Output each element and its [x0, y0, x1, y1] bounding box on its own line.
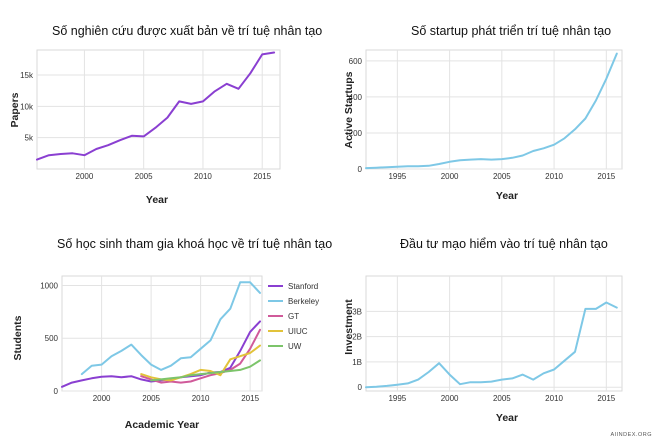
- plot-area: [36, 49, 281, 170]
- x-tick-label: 2005: [493, 172, 511, 181]
- x-tick-label: 2015: [241, 394, 259, 403]
- y-tick-label: 3B: [352, 307, 362, 316]
- series-line-main: [365, 301, 618, 389]
- x-tick-label: 2015: [253, 172, 271, 181]
- x-tick-label: 2010: [194, 172, 212, 181]
- x-tick-label: 2000: [441, 394, 459, 403]
- watermark: AIINDEX.ORG: [610, 432, 652, 438]
- x-tick-label: 2015: [597, 394, 615, 403]
- y-tick-label: 600: [349, 57, 363, 66]
- legend-label-berkeley: Berkeley: [288, 297, 319, 306]
- y-tick-label: 400: [349, 93, 363, 102]
- x-axis-label: Year: [496, 190, 518, 202]
- plot-area: [61, 275, 263, 392]
- x-tick-label: 2015: [597, 172, 615, 181]
- x-tick-label: 1995: [388, 394, 406, 403]
- y-tick-label: 0: [358, 165, 363, 174]
- y-tick-label: 10k: [20, 102, 34, 111]
- y-axis-label: Investment: [343, 299, 355, 355]
- series-line-uw: [150, 359, 261, 382]
- y-axis-label: Papers: [9, 92, 21, 127]
- y-tick-label: 1000: [40, 281, 58, 290]
- y-tick-label: 2B: [352, 333, 362, 342]
- legend-label-uiuc: UIUC: [288, 327, 308, 336]
- x-tick-label: 2000: [93, 394, 111, 403]
- y-tick-label: 5k: [25, 134, 34, 143]
- y-axis-label: Students: [12, 315, 24, 360]
- series-line-gt: [140, 328, 261, 384]
- chart-title: Số startup phát triển trí tuệ nhân tạo: [411, 24, 612, 38]
- x-tick-label: 2010: [545, 172, 563, 181]
- y-tick-label: 15k: [20, 71, 34, 80]
- plot-area: [365, 275, 623, 392]
- x-axis-label: Academic Year: [125, 419, 200, 431]
- y-tick-label: 0: [358, 383, 363, 392]
- x-tick-label: 2005: [142, 394, 160, 403]
- legend-label-stanford: Stanford: [288, 282, 318, 291]
- chart-title: Số nghiên cứu được xuất bản về trí tuệ n…: [52, 24, 323, 38]
- legend-label-uw: UW: [288, 342, 302, 351]
- y-tick-label: 500: [45, 334, 59, 343]
- x-tick-label: 2000: [441, 172, 459, 181]
- y-tick-label: 200: [349, 129, 363, 138]
- x-tick-label: 2000: [76, 172, 94, 181]
- chart-title: Đầu tư mạo hiểm vào trí tuệ nhân tạo: [400, 237, 608, 251]
- x-tick-label: 2005: [493, 394, 511, 403]
- y-tick-label: 1B: [352, 358, 362, 367]
- chart-title: Số học sinh tham gia khoá học về trí tuệ…: [57, 237, 333, 251]
- x-tick-label: 2005: [135, 172, 153, 181]
- series-line-main: [36, 51, 276, 161]
- series-line-berkeley: [80, 281, 261, 376]
- x-tick-label: 2010: [545, 394, 563, 403]
- x-tick-label: 1995: [388, 172, 406, 181]
- x-axis-label: Year: [146, 194, 168, 206]
- series-line-main: [365, 52, 618, 170]
- y-tick-label: 0: [54, 387, 59, 396]
- legend-label-gt: GT: [288, 312, 299, 321]
- y-axis-label: Active Startups: [343, 71, 355, 148]
- x-axis-label: Year: [496, 412, 518, 424]
- x-tick-label: 2010: [192, 394, 210, 403]
- plot-area: [365, 49, 623, 170]
